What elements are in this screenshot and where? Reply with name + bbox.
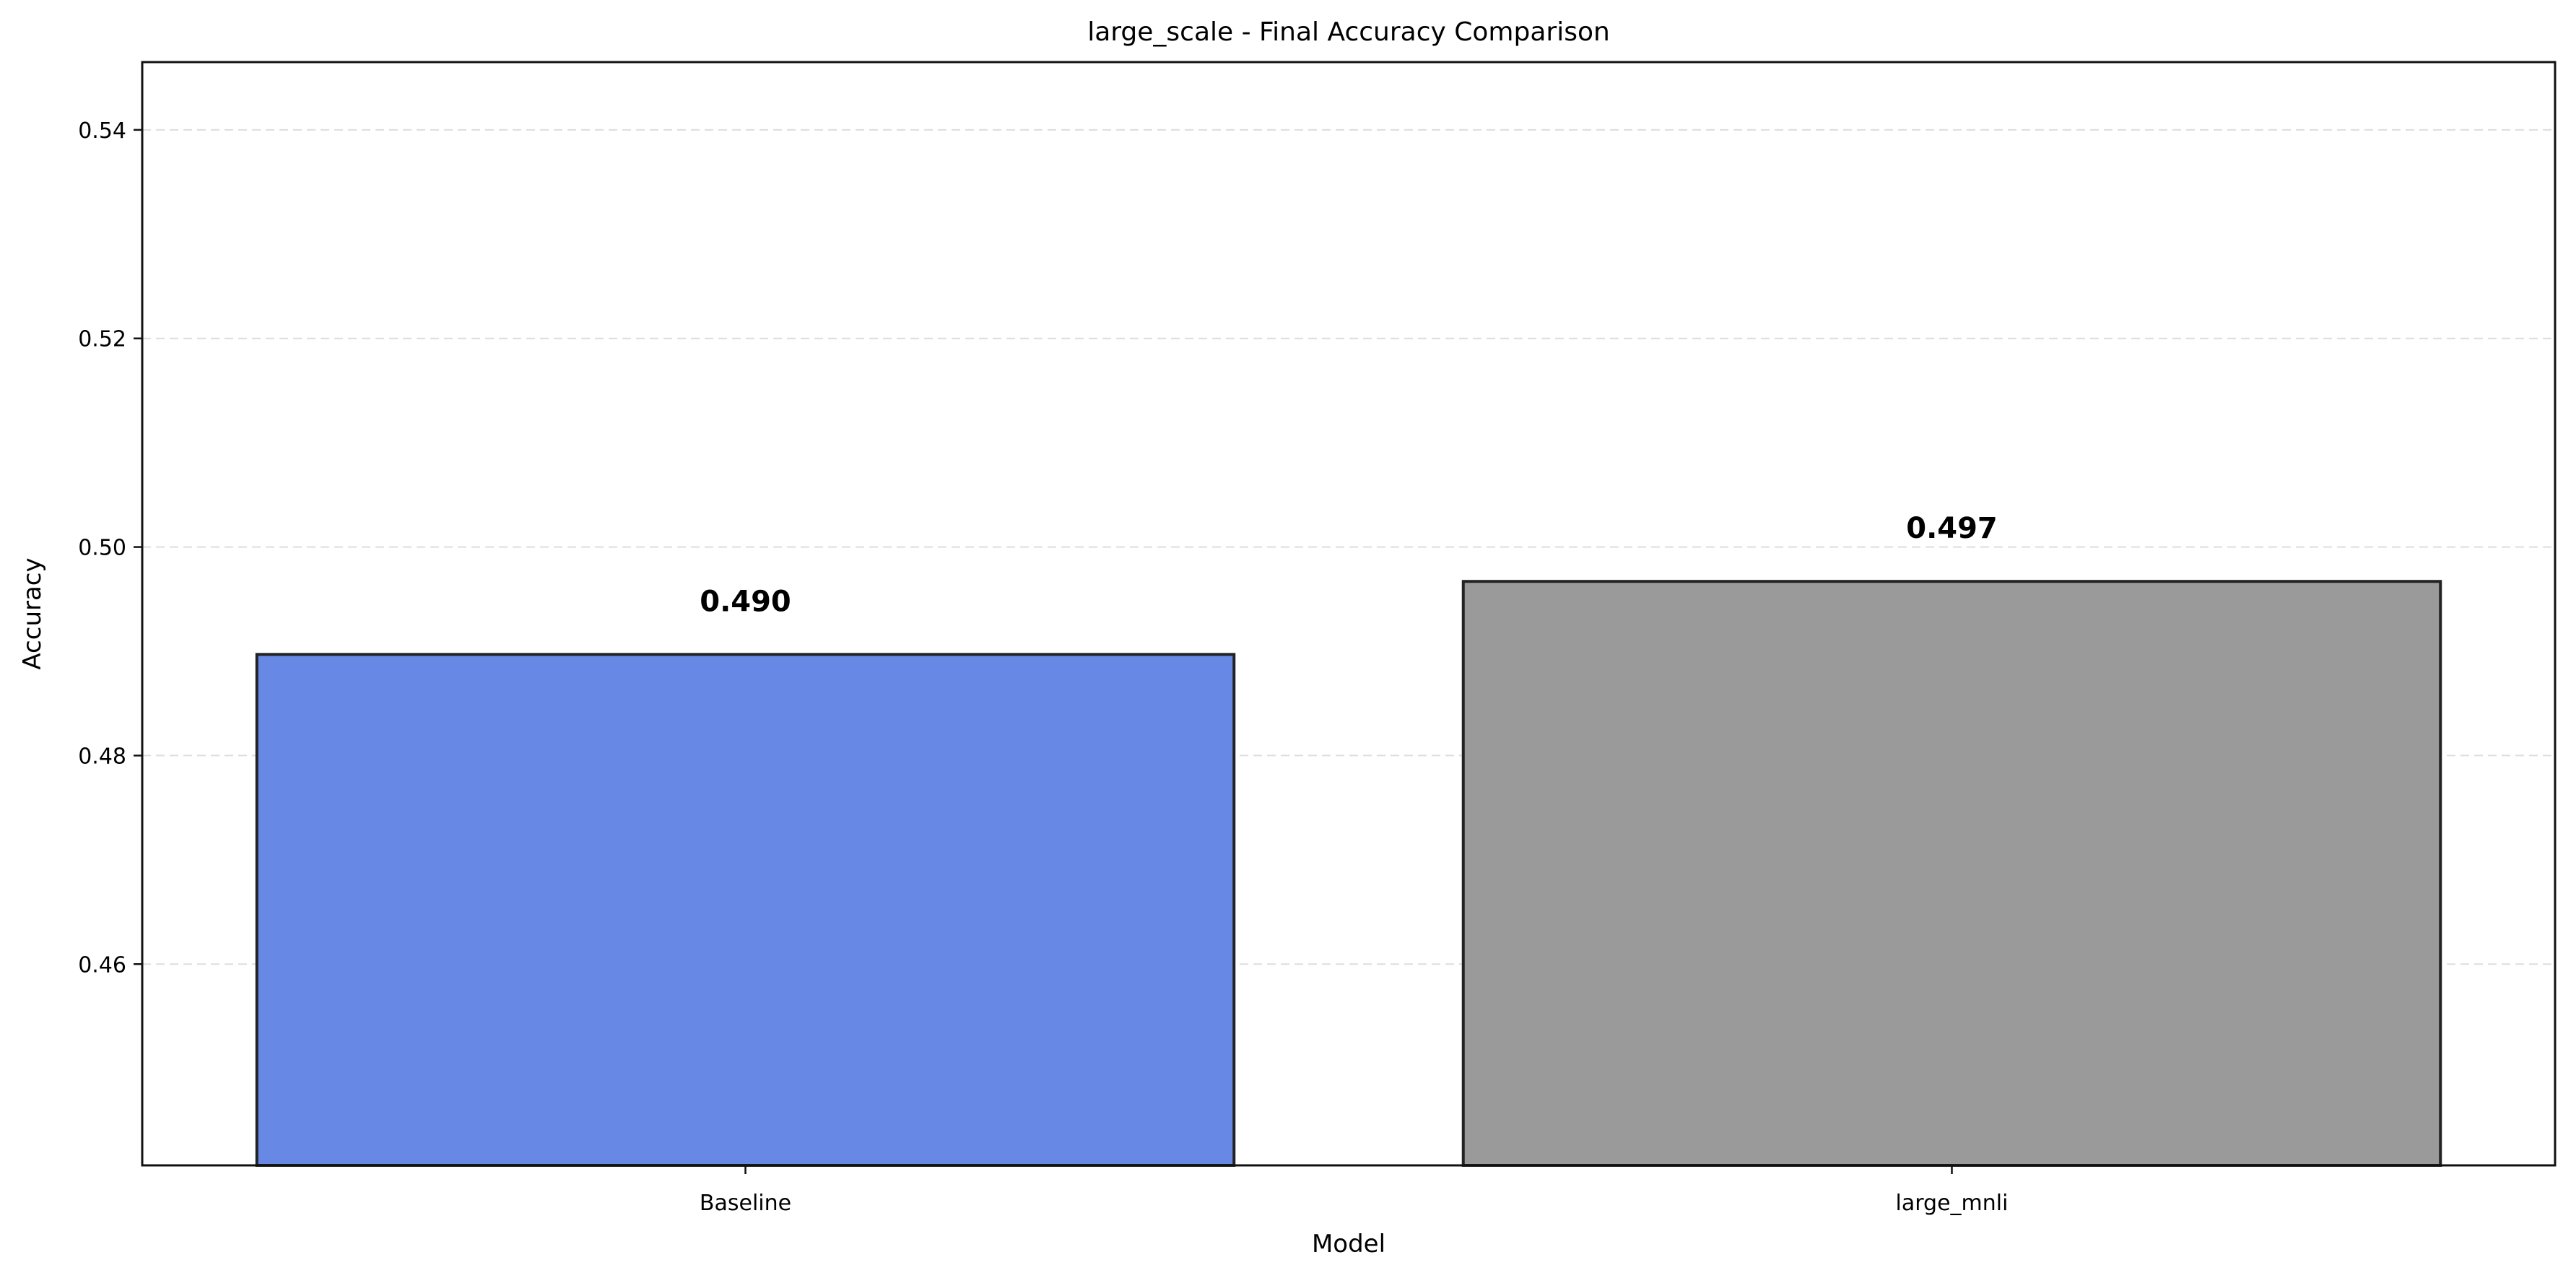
y-axis-label: Accuracy (18, 557, 47, 669)
y-tick-label: 0.48 (78, 744, 126, 769)
bar-large-mnli (1461, 580, 2442, 1167)
bar-value-labels: 0.490 0.497 (700, 512, 1998, 618)
x-tick-label: Baseline (700, 1191, 791, 1216)
x-tick-label: large_mnli (1896, 1191, 2009, 1216)
x-axis-ticks: Baseline large_mnli (700, 1165, 2009, 1216)
bar-value-label: 0.490 (700, 585, 791, 618)
chart-title: large_scale - Final Accuracy Comparison (1087, 17, 1610, 47)
x-axis-label: Model (1312, 1230, 1385, 1259)
y-tick-label: 0.52 (78, 327, 126, 352)
bar-value-label: 0.497 (1906, 512, 1998, 545)
y-tick-label: 0.50 (78, 536, 126, 561)
plot-area-frame (141, 61, 2557, 1167)
y-axis-ticks: 0.46 0.48 0.50 0.52 0.54 (78, 118, 142, 978)
y-tick-label: 0.54 (78, 118, 126, 144)
bars (255, 580, 2442, 1167)
y-tick-label: 0.46 (78, 952, 126, 978)
bar-baseline (255, 653, 1236, 1167)
